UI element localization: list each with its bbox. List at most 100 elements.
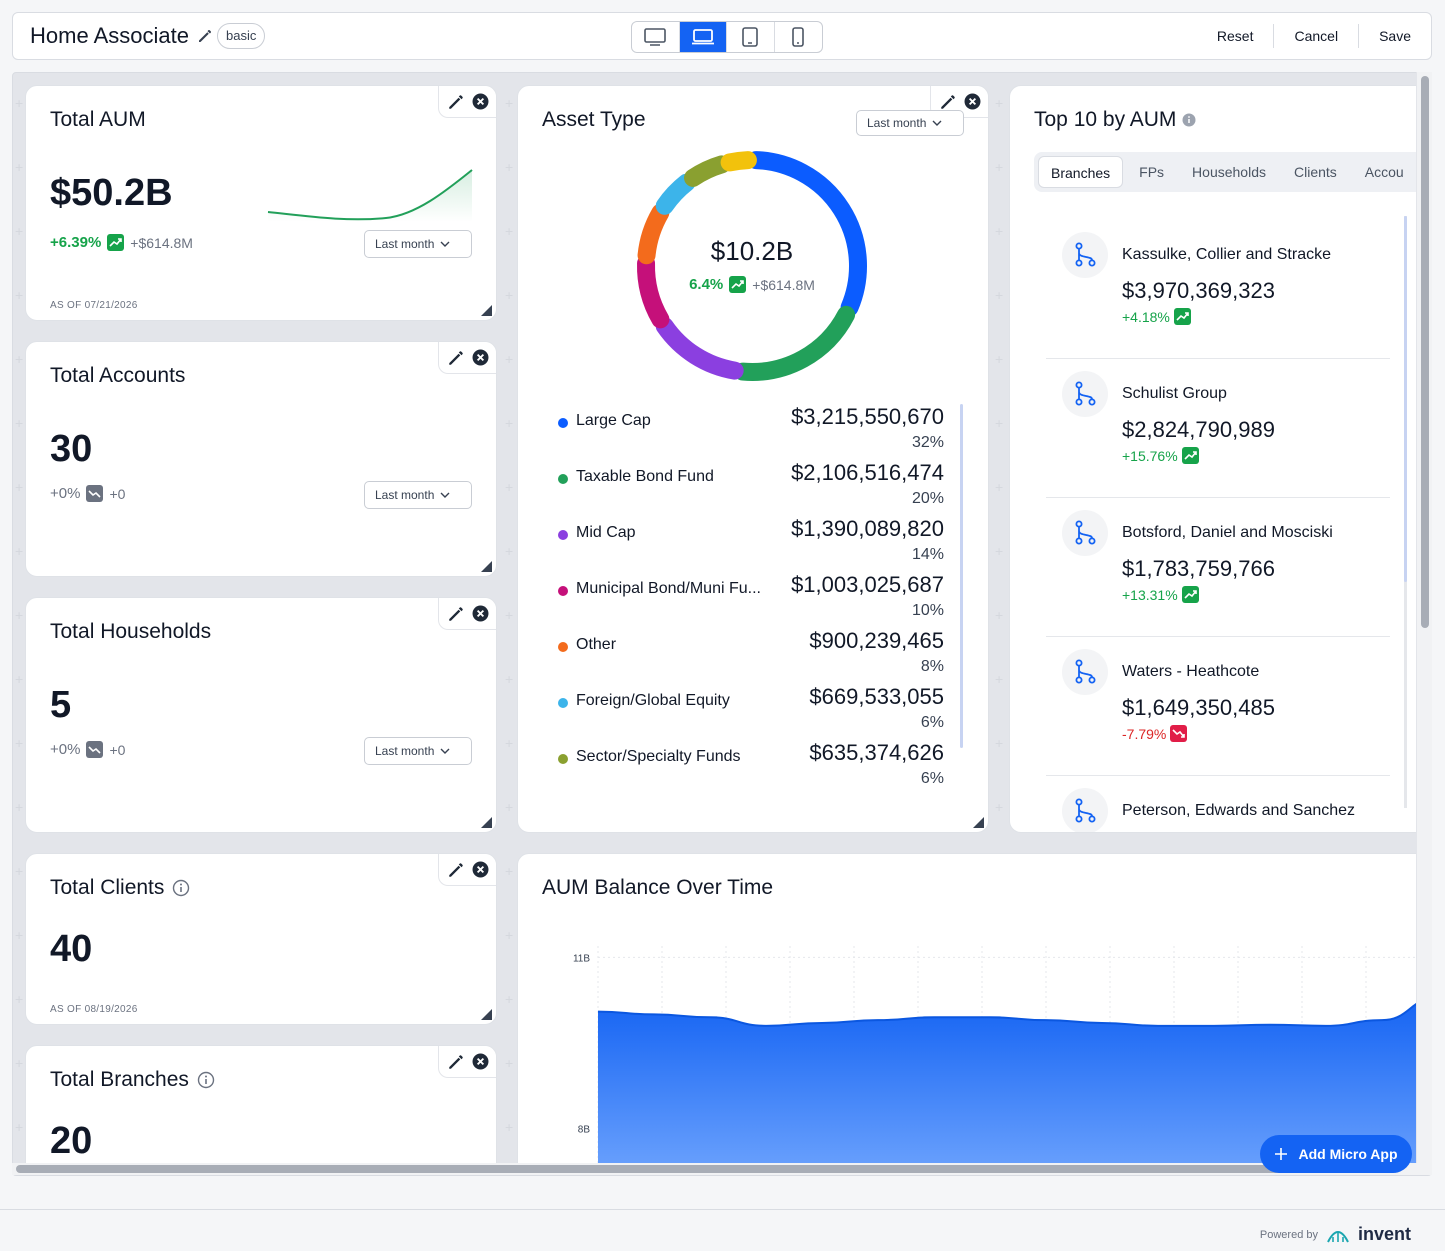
aum-balance-card: AUM Balance Over Time 11B 8B — [517, 853, 1431, 1175]
period-dropdown[interactable]: Last month — [364, 230, 472, 258]
donut-segment[interactable] — [637, 254, 670, 329]
total-households-card: Total Households 5 +0% +0 Last month — [25, 597, 497, 833]
cancel-button[interactable]: Cancel — [1273, 24, 1358, 48]
scroll-thumb[interactable] — [1421, 76, 1429, 628]
tab-branches[interactable]: Branches — [1038, 156, 1124, 188]
desktop-view-button[interactable] — [632, 22, 680, 52]
period-dropdown[interactable]: Last month — [364, 481, 472, 509]
close-icon[interactable] — [472, 349, 489, 366]
accounts-pct: +0% — [50, 485, 81, 502]
scroll-thumb[interactable] — [16, 1165, 1306, 1173]
branch-item[interactable]: Waters - Heathcote $1,649,350,485 -7.79% — [1046, 637, 1390, 776]
reset-button[interactable]: Reset — [1216, 28, 1254, 44]
donut-segment[interactable] — [747, 151, 867, 317]
close-icon[interactable] — [964, 93, 981, 110]
donut-segment[interactable] — [684, 155, 731, 187]
close-icon[interactable] — [472, 93, 489, 110]
resize-handle[interactable] — [481, 817, 492, 828]
total-aum-card: Total AUM $50.2B +6.39% +$614.8M Last mo… — [25, 85, 497, 321]
donut-center-delta: 6.4% +$614.8M — [632, 276, 872, 293]
add-micro-app-button[interactable]: Add Micro App — [1260, 1135, 1412, 1173]
edit-icon[interactable] — [447, 605, 465, 623]
list-scrollbar[interactable] — [1404, 216, 1407, 808]
top10-tabs: Branches FPs Households Clients Accou — [1034, 152, 1424, 192]
branch-icon — [1062, 510, 1108, 556]
info-icon[interactable] — [1182, 113, 1196, 127]
period-dropdown[interactable]: Last month — [364, 737, 472, 765]
tab-accou[interactable]: Accou — [1364, 164, 1404, 180]
legend-pct: 6% — [920, 770, 944, 787]
edit-icon[interactable] — [447, 349, 465, 367]
edit-icon[interactable] — [447, 1053, 465, 1071]
donut-segment[interactable] — [655, 317, 744, 380]
resize-handle[interactable] — [481, 1009, 492, 1020]
card-controls — [438, 1046, 496, 1078]
vertical-scrollbar[interactable] — [1416, 72, 1432, 1164]
legend-row[interactable]: Other $900,239,465 8% — [558, 628, 944, 684]
resize-handle[interactable] — [481, 561, 492, 572]
card-controls — [438, 854, 496, 886]
save-button[interactable]: Save — [1358, 24, 1431, 48]
legend-dot — [558, 586, 568, 596]
trend-up-icon — [729, 276, 747, 293]
legend-row[interactable]: Sector/Specialty Funds $635,374,626 6% — [558, 740, 944, 796]
branch-item[interactable]: Kassulke, Collier and Stracke $3,970,369,… — [1046, 220, 1390, 359]
edit-icon[interactable] — [939, 93, 957, 111]
phone-view-button[interactable] — [775, 22, 822, 52]
legend-name: Municipal Bond/Muni Fu... — [576, 580, 761, 597]
total-clients-value: 40 — [50, 928, 93, 970]
donut-segment[interactable] — [637, 203, 670, 265]
card-controls — [438, 342, 496, 374]
tablet-view-button[interactable] — [727, 22, 775, 52]
horizontal-scrollbar[interactable] — [12, 1163, 1432, 1175]
branch-item[interactable]: Botsford, Daniel and Mosciski $1,783,759,… — [1046, 498, 1390, 637]
donut-segment[interactable] — [733, 305, 856, 381]
close-icon[interactable] — [472, 1053, 489, 1070]
resize-handle[interactable] — [481, 305, 492, 316]
donut-segment[interactable] — [655, 173, 696, 215]
chevron-down-icon — [932, 120, 942, 126]
info-icon[interactable] — [197, 1071, 215, 1089]
legend-value: $900,239,465 — [809, 628, 944, 653]
legend-value: $669,533,055 — [809, 684, 944, 709]
legend-row[interactable]: Foreign/Global Equity $669,533,055 6% — [558, 684, 944, 740]
donut-center-value: $10.2B — [710, 236, 794, 266]
branch-item[interactable]: Peterson, Edwards and Sanchez — [1046, 776, 1390, 832]
legend-row[interactable]: Municipal Bond/Muni Fu... $1,003,025,687 1… — [558, 572, 944, 628]
edit-icon[interactable] — [447, 93, 465, 111]
donut-segment[interactable] — [720, 151, 757, 172]
period-dropdown[interactable]: Last month — [856, 110, 964, 136]
resize-handle[interactable] — [973, 817, 984, 828]
top-bar: Home Associate basic Reset Cancel Save — [12, 12, 1432, 60]
info-icon[interactable] — [172, 879, 190, 897]
legend-pct: 32% — [911, 434, 944, 451]
close-icon[interactable] — [472, 861, 489, 878]
laptop-view-button[interactable] — [679, 22, 727, 52]
branch-value: $1,783,759,766 — [1122, 556, 1275, 581]
legend-name: Large Cap — [576, 412, 651, 429]
card-title: Total Accounts — [50, 364, 186, 387]
trend-flat-icon — [86, 741, 104, 758]
card-title: AUM Balance Over Time — [542, 876, 774, 899]
tab-clients[interactable]: Clients — [1293, 164, 1337, 180]
edit-title-icon[interactable] — [197, 28, 213, 44]
top10-card: Top 10 by AUM Branches FPs Households Clien… — [1009, 85, 1431, 833]
asset-donut-chart — [637, 151, 867, 381]
trend-up-icon — [1181, 586, 1199, 603]
branch-name: Waters - Heathcote — [1122, 663, 1260, 680]
legend-scrollbar[interactable] — [960, 404, 963, 748]
card-title: Total AUM — [50, 108, 146, 131]
legend-row[interactable]: Taxable Bond Fund $2,106,516,474 20% — [558, 460, 944, 516]
edit-icon[interactable] — [447, 861, 465, 879]
dashboard-canvas: + + + + + + + + + + + + + + + + + + + + + + + + + + + + + + + + + + + + + + + +… — [12, 72, 1432, 1176]
branch-item[interactable]: Schulist Group $2,824,790,989 +15.76% — [1046, 359, 1390, 498]
chevron-down-icon — [440, 748, 450, 754]
legend-row[interactable]: Large Cap $3,215,550,670 32% — [558, 404, 944, 460]
total-aum-value: $50.2B — [50, 172, 173, 214]
close-icon[interactable] — [472, 605, 489, 622]
legend-row[interactable]: Mid Cap $1,390,089,820 14% — [558, 516, 944, 572]
tab-fps[interactable]: FPs — [1139, 164, 1165, 180]
card-title: Asset Type — [542, 108, 646, 131]
legend-value: $1,390,089,820 — [791, 516, 944, 541]
tab-households[interactable]: Households — [1192, 164, 1266, 180]
